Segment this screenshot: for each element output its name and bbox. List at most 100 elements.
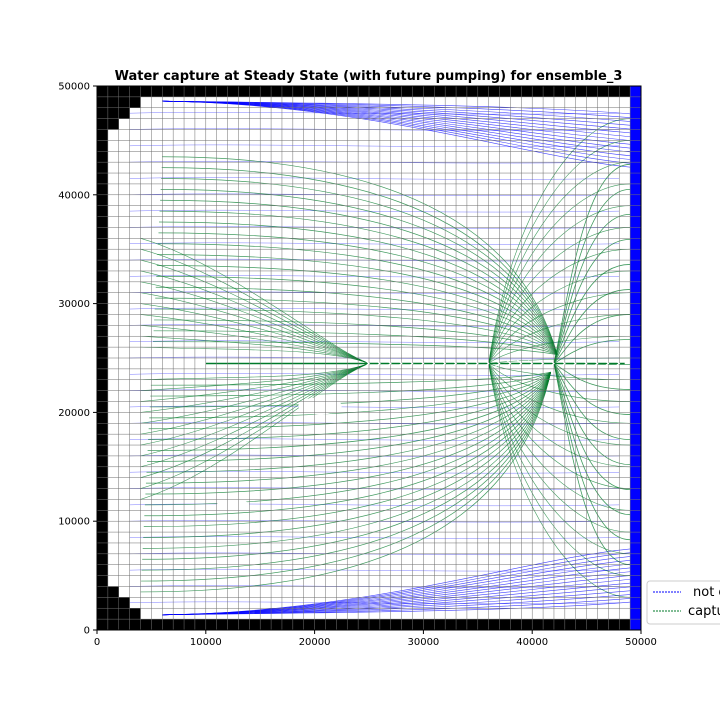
captured-pathline — [488, 227, 631, 364]
grid-cell — [543, 86, 554, 97]
well-marker — [538, 359, 545, 367]
grid-cell — [107, 86, 119, 97]
grid-cell — [118, 608, 130, 620]
captured-pathline — [488, 363, 631, 555]
grid-cell — [390, 619, 402, 630]
captured-pathline — [553, 363, 631, 390]
grid-cell — [173, 86, 185, 97]
captured-pathline — [154, 308, 558, 356]
well-marker — [473, 359, 479, 367]
well-marker — [614, 359, 621, 367]
grid-cell — [97, 227, 108, 239]
captured-pathline — [146, 371, 552, 473]
well-marker — [593, 359, 599, 367]
grid-cell — [97, 510, 108, 522]
captured-pathline — [553, 339, 631, 364]
grid-cell — [173, 619, 185, 630]
grid-cell — [97, 249, 108, 261]
grid-cell — [216, 619, 228, 630]
well-marker — [397, 359, 403, 367]
grid-cell — [619, 86, 631, 97]
grid-cell — [630, 434, 641, 446]
grid-cell — [597, 619, 609, 630]
captured-pathline — [488, 363, 631, 489]
grid-cell — [630, 96, 641, 108]
grid-cell — [303, 619, 315, 630]
well-marker — [527, 359, 534, 367]
model-grid-lines — [97, 86, 641, 630]
legend-label-not-captured: not captured — [693, 585, 720, 600]
grid-cell — [97, 129, 108, 141]
grid-cell — [97, 205, 108, 217]
grid-cell — [630, 162, 641, 174]
grid-cell — [630, 619, 641, 630]
grid-cell — [129, 96, 141, 108]
grid-cell — [521, 619, 533, 630]
grid-cell — [608, 619, 620, 630]
captured-pathline — [553, 363, 631, 516]
grid-cell — [97, 499, 108, 511]
grid-cell — [630, 608, 641, 620]
captured-pathline — [145, 372, 552, 484]
captured-pathline — [161, 167, 558, 355]
grid-cell — [151, 619, 163, 630]
grid-cell — [97, 173, 108, 184]
captured-pathline — [553, 363, 631, 566]
captured-pathline — [488, 183, 631, 364]
captured-pathline — [553, 239, 631, 364]
grid-cell — [140, 619, 152, 630]
grid-cell — [271, 619, 282, 630]
captured-pathline — [488, 248, 631, 364]
grid-cell — [249, 619, 261, 630]
x-tick-label: 40000 — [516, 637, 548, 648]
well-marker — [560, 359, 566, 367]
grid-cell — [97, 325, 108, 337]
grid-cell — [118, 107, 130, 119]
grid-cell — [630, 499, 641, 511]
grid-cell — [227, 619, 239, 630]
chart-title: Water capture at Steady State (with futu… — [115, 69, 623, 84]
grid-cell — [586, 86, 598, 97]
grid-cell — [379, 619, 391, 630]
well-marker — [549, 359, 555, 367]
captured-pathline — [488, 292, 631, 364]
captured-pathline — [159, 221, 558, 355]
grid-cell — [97, 96, 108, 108]
grid-cell — [630, 597, 641, 609]
grid-cell — [564, 619, 576, 630]
x-tick-label: 50000 — [625, 637, 657, 648]
captured-pathline — [155, 297, 558, 355]
grid-cell — [97, 608, 108, 620]
captured-pathline — [142, 372, 552, 549]
grid-cell — [162, 86, 174, 97]
captured-pathline — [488, 270, 631, 364]
grid-cell — [630, 151, 641, 163]
not-captured-pathline — [129, 438, 620, 441]
grid-cell — [630, 270, 641, 282]
y-tick-label: 40000 — [58, 190, 90, 201]
grid-cell — [630, 521, 641, 533]
grid-cell — [347, 619, 359, 630]
grid-cell — [630, 445, 641, 456]
grid-cell — [97, 564, 108, 576]
grid-cell — [619, 619, 631, 630]
grid-cell — [630, 140, 641, 152]
grid-cell — [97, 194, 108, 206]
grid-cell — [97, 434, 108, 446]
well-marker — [440, 359, 447, 367]
grid-cell — [456, 86, 467, 97]
not-captured-pathline — [129, 601, 620, 604]
grid-cell — [97, 586, 108, 598]
captured-pathline — [553, 213, 631, 364]
captured-pathline — [488, 314, 631, 364]
stagnation-zone — [298, 397, 342, 415]
grid-cell — [205, 86, 217, 97]
grid-cell — [118, 619, 130, 630]
captured-pathline — [553, 188, 631, 364]
grid-cell — [390, 86, 402, 97]
grid-cell — [630, 107, 641, 119]
grid-cell — [97, 619, 108, 630]
grid-cell — [97, 336, 108, 348]
grid-cell — [401, 86, 413, 97]
grid-cell — [97, 466, 108, 478]
